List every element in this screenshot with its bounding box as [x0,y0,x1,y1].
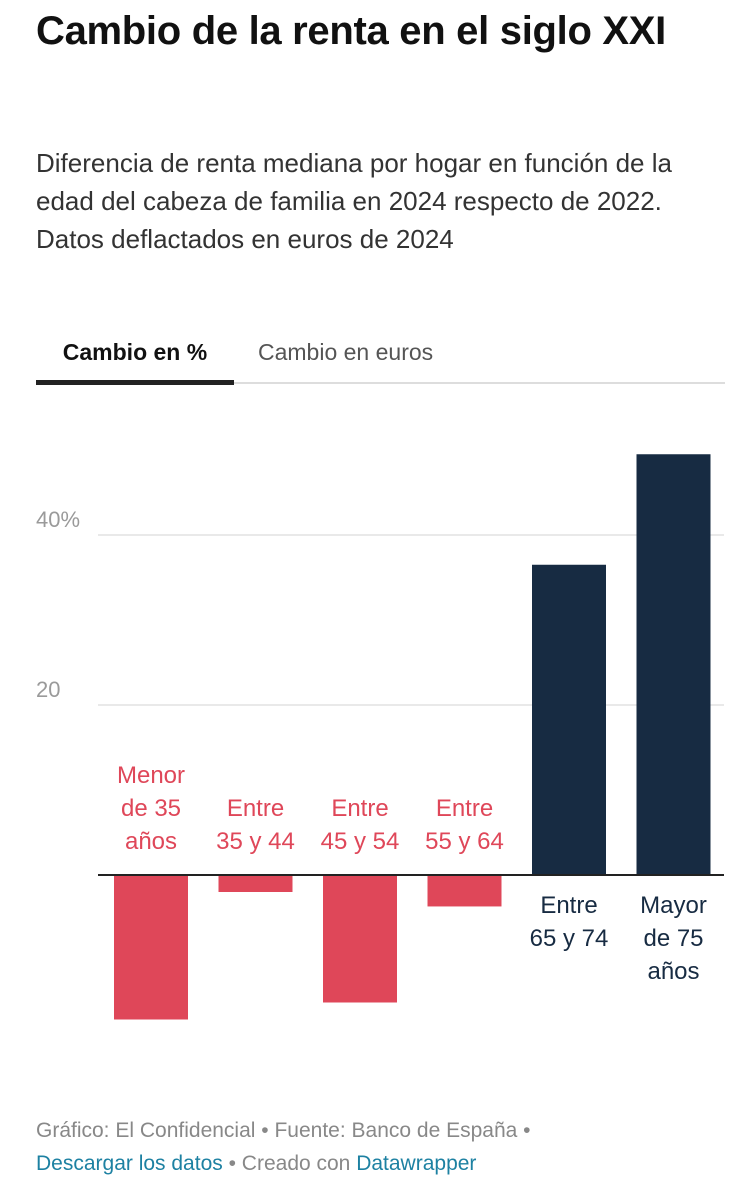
datawrapper-link[interactable]: Datawrapper [356,1152,477,1175]
category-label-2: Entre [227,795,284,822]
category-label-6: Mayor [640,892,707,919]
credit-name: El Confidencial [115,1119,256,1142]
tab-cambio-porcentaje[interactable]: Cambio en % [62,339,208,365]
tabs-divider [36,382,725,384]
bar-5 [532,564,606,875]
y-tick-label-20: 20 [36,677,60,702]
category-label-4: 55 y 64 [425,828,504,855]
chart-tabs: Cambio en % Cambio en euros [36,320,725,385]
category-label-3: 45 y 54 [321,828,400,855]
active-tab-indicator [36,380,234,385]
footer-line-1: Gráfico: El Confidencial • Fuente: Banco… [36,1114,716,1147]
download-data-link[interactable]: Descargar los datos [36,1152,223,1175]
separator: • [222,1152,242,1175]
bar-1 [114,875,188,1020]
source-prefix: Fuente: [274,1119,352,1142]
source-name: Banco de España [351,1119,518,1142]
separator: • [255,1119,275,1142]
category-label-6: de 75 [643,925,703,952]
category-label-4: Entre [436,795,493,822]
chart-title: Cambio de la renta en el siglo XXI [36,9,666,53]
created-prefix: Creado con [241,1152,357,1175]
footer-line-2: Descargar los datos • Creado con Datawra… [36,1147,716,1180]
y-tick-label-40: 40% [36,507,80,532]
bar-6 [636,454,711,875]
chart-footer: Gráfico: El Confidencial • Fuente: Banco… [36,1114,716,1180]
separator: • [517,1119,531,1142]
chart-subtitle: Diferencia de renta mediana por hogar en… [36,148,672,254]
category-label-5: Entre [540,892,597,919]
category-label-2: 35 y 44 [216,828,295,855]
category-label-1: de 35 [121,795,181,822]
bar-2 [218,875,293,892]
credit-prefix: Gráfico: [36,1119,116,1142]
bar-4 [427,875,502,907]
category-label-5: 65 y 74 [530,925,609,952]
category-label-6: años [647,958,699,985]
category-label-1: años [125,828,177,855]
bar-chart: 20 40% Menor de 35 años Entre 35 y 44 Entre 45 y… [36,454,724,1020]
bar-3 [323,875,397,1003]
category-label-3: Entre [331,795,388,822]
category-label-1: Menor [117,762,185,789]
tab-cambio-euros[interactable]: Cambio en euros [258,339,434,365]
